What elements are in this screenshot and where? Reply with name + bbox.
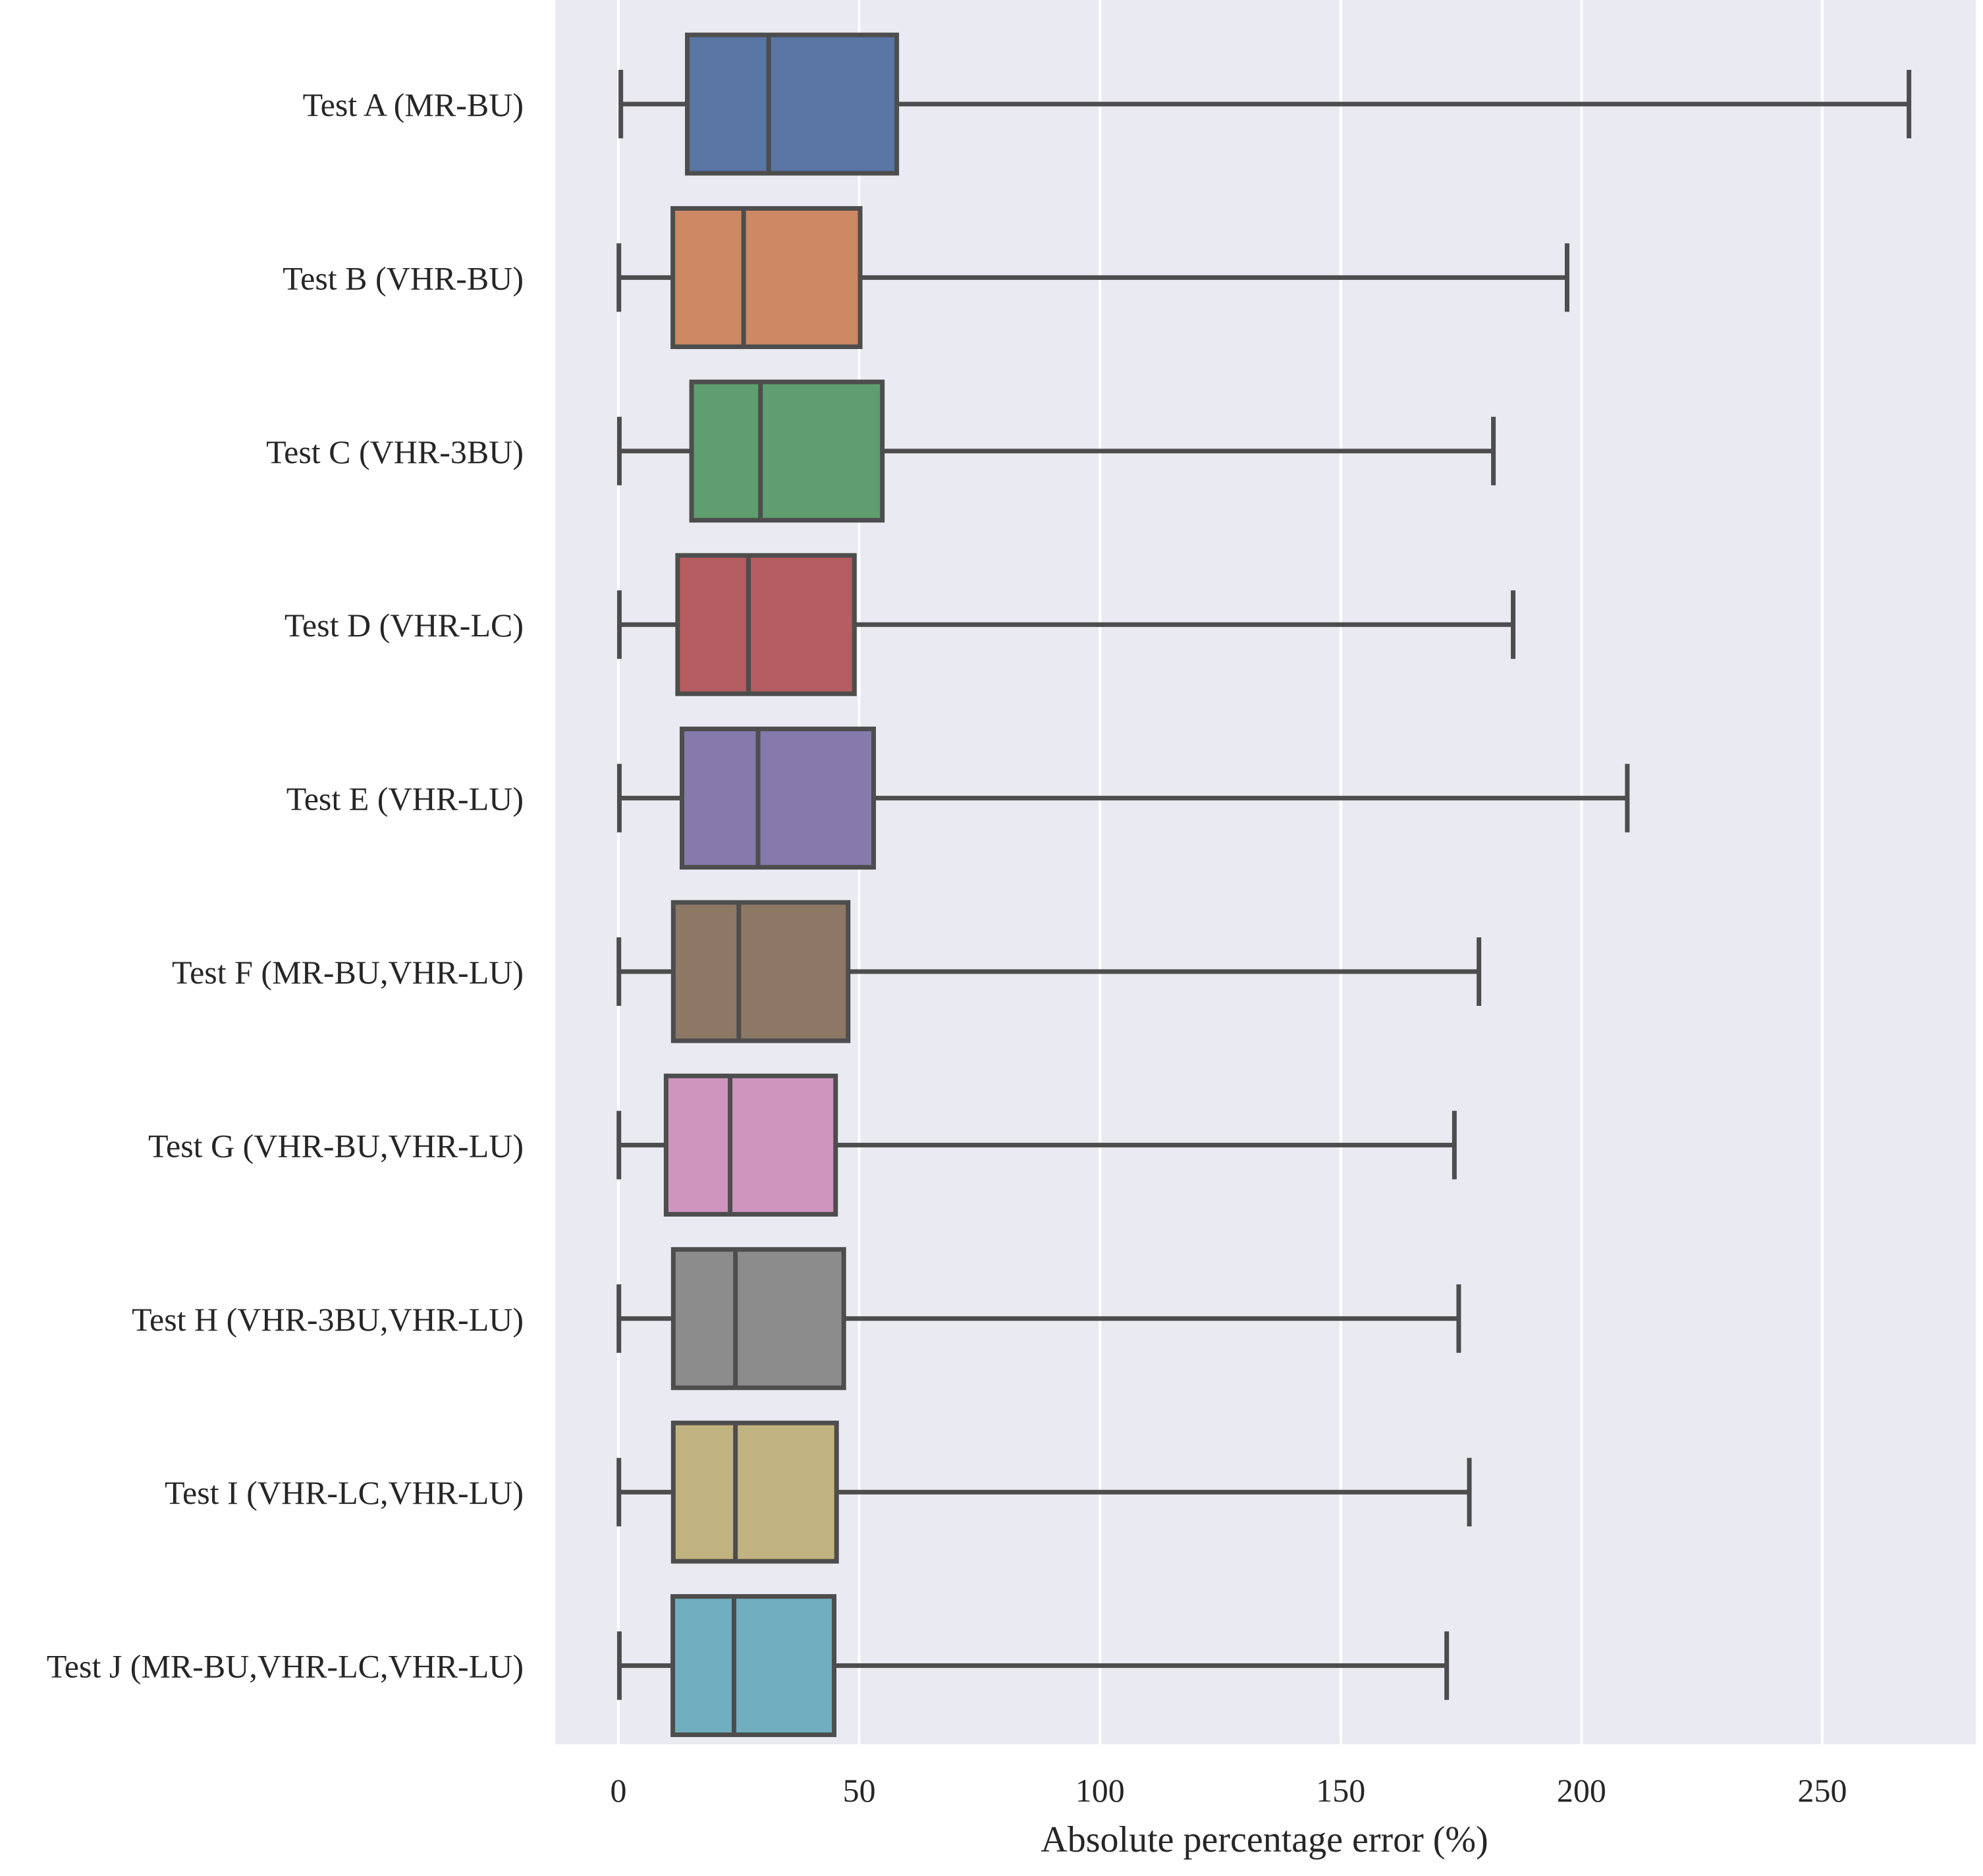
y-category-label-9: Test I (VHR-LC,VHR-LU) [165,1474,524,1511]
x-axis-title: Absolute percentage error (%) [1041,1819,1488,1860]
box-group-4 [616,553,1516,696]
x-tick-label-50: 50 [843,1772,876,1809]
box-iqr [670,1594,837,1738]
box-iqr [680,727,877,870]
x-tick-label-100: 100 [1075,1772,1125,1809]
y-category-label-8: Test H (VHR-3BU,VHR-LU) [132,1301,524,1338]
x-axis-ticks: 0 50 100 150 200 250 [611,1772,1847,1809]
y-category-label-4: Test D (VHR-LC) [285,607,524,644]
y-category-label-10: Test J (MR-BU,VHR-LC,VHR-LU) [47,1648,524,1685]
box-group-3 [616,379,1496,523]
x-tick-label-150: 150 [1316,1772,1365,1809]
box-iqr [663,1073,838,1217]
box-group-1 [618,32,1912,176]
y-category-label-6: Test F (MR-BU,VHR-LU) [172,954,524,991]
y-category-label-1: Test A (MR-BU) [303,86,524,123]
y-category-label-5: Test E (VHR-LU) [286,781,524,817]
box-group-10 [616,1594,1450,1738]
box-iqr [689,379,885,523]
box-iqr [670,1420,839,1564]
box-iqr [670,1247,846,1391]
y-category-label-2: Test B (VHR-BU) [283,260,524,296]
y-axis-category-labels: Test A (MR-BU) Test B (VHR-BU) Test C (VHR… [47,86,524,1685]
box-group-5 [616,727,1630,870]
box-iqr [675,553,857,696]
x-tick-label-250: 250 [1798,1772,1847,1809]
boxes [616,32,1912,1738]
box-group-8 [616,1247,1461,1391]
x-tick-label-200: 200 [1557,1772,1606,1809]
box-group-6 [616,900,1482,1043]
box-group-9 [616,1420,1472,1564]
box-group-7 [616,1073,1457,1217]
box-iqr [670,900,851,1043]
box-iqr [685,32,900,176]
y-category-label-3: Test C (VHR-3BU) [266,433,524,470]
y-category-label-7: Test G (VHR-BU,VHR-LU) [148,1127,524,1164]
box-group-2 [616,206,1569,349]
box-iqr [670,206,863,349]
x-tick-label-0: 0 [611,1772,627,1809]
